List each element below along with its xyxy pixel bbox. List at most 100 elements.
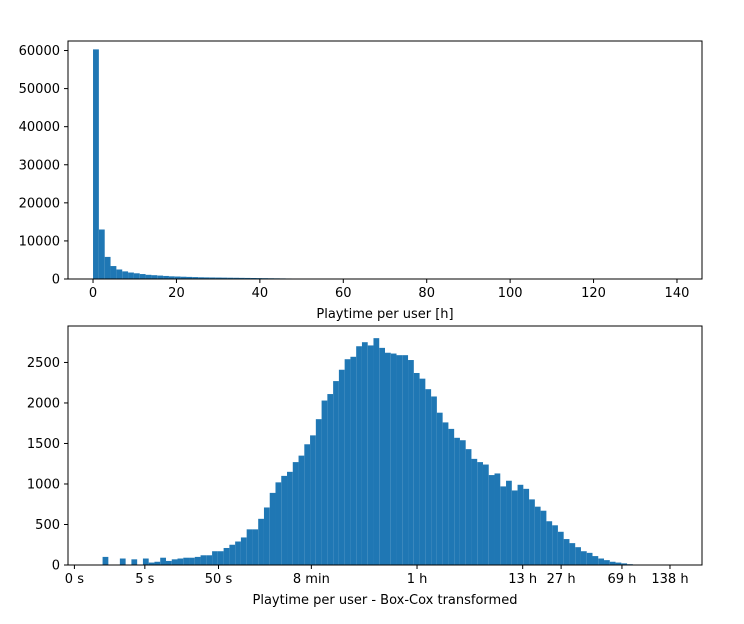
histogram-bar [604,560,610,565]
histogram-bar [586,552,593,565]
histogram-bar [227,277,234,279]
x-tick-label: 5 s [135,572,154,587]
histogram-bar [425,389,432,565]
bars [93,49,385,279]
x-tick-label: 0 s [65,572,84,587]
histogram-bar [223,547,230,565]
histogram-bar [198,277,204,279]
y-tick-label: 60000 [19,44,60,59]
x-axis-label: Playtime per user - Box-Cox transformed [253,593,518,608]
histogram-bar [482,464,489,565]
histogram-bar [203,277,210,279]
histogram-bar [183,557,190,565]
histogram-bar [160,557,166,565]
x-tick-label: 27 h [547,572,576,587]
histogram-bar [315,419,322,565]
histogram-bar [252,529,259,565]
histogram-bar [139,274,146,279]
histogram-bar [171,559,178,565]
histogram-bar [367,345,374,565]
histogram-bar [396,355,403,565]
histogram-bar [292,462,299,565]
histogram-bar [116,269,123,279]
histogram-bar [151,275,158,279]
histogram-bar [206,555,213,565]
histogram-bar [93,49,99,279]
histogram-bar [557,531,564,565]
histogram-bar [442,422,449,565]
histogram-bar [217,551,224,565]
histogram-bar [235,541,241,565]
x-tick-label: 50 s [205,572,233,587]
histogram-bar [200,555,207,565]
y-tick-label: 30000 [19,158,60,173]
histogram-bar [575,547,581,565]
histogram-bar [165,560,172,565]
histogram-bar [344,359,351,565]
x-tick-label: 69 h [607,572,636,587]
x-tick-label: 13 h [508,572,537,587]
axes-frame [67,40,703,280]
histogram-bar [580,551,587,565]
histogram-bar [186,276,193,279]
histogram-bar [488,475,495,565]
histogram-bar [298,455,305,565]
histogram-bar [592,556,599,565]
x-tick-label: 8 min [293,572,330,587]
histogram-bar [413,372,420,565]
axes-frame [67,325,703,566]
histogram-bar [534,506,541,565]
histogram-bar [98,229,105,279]
histogram-bar [540,510,547,565]
x-tick-label: 100 [498,286,523,301]
histogram-bar [529,499,535,565]
histogram-bar [609,561,616,565]
histogram-bar [431,396,437,565]
x-tick-label: 80 [418,286,435,301]
y-tick-label: 1500 [27,437,60,452]
histogram-bar [459,440,466,565]
histogram-bar [569,543,576,565]
histogram-bar [246,529,253,565]
histogram-bar [552,525,558,565]
histogram-bar [310,435,316,565]
y-tick-label: 2000 [27,396,60,411]
histogram-bar [373,338,380,565]
histogram-bar [563,539,570,565]
histogram-bar [239,277,245,279]
y-tick-label: 2500 [27,356,60,371]
histogram-bar [122,271,129,279]
histogram-bar [174,276,181,279]
histogram-bar [275,482,282,565]
histogram-bar [402,355,409,565]
y-tick-label: 50000 [19,82,60,97]
x-tick-label: 0 [89,286,97,301]
histogram-bar [379,347,385,565]
histogram-bar [133,273,140,279]
histogram-bar [436,412,443,565]
histogram-bar [229,544,236,565]
histogram-bar [192,277,199,279]
top-histogram-panel: 0 20 40 60 80 100 120 140 0 10000 20000 30000 40000 5… [19,40,703,322]
histogram-bar [333,381,339,565]
histogram-bar [506,480,512,565]
histogram-bar [385,352,391,565]
histogram-bar [168,276,175,279]
histogram-bar [157,275,164,279]
histogram-bar [471,458,478,565]
histogram-bar [419,378,426,565]
histogram-bar [221,277,228,279]
histogram-bar [615,562,622,565]
histogram-bar [523,488,530,565]
y-tick-label: 0 [52,559,60,574]
histogram-bar [361,342,368,565]
y-tick-label: 0 [52,273,60,288]
histogram-bar [321,400,328,565]
bars [102,338,685,565]
x-axis-label: Playtime per user [h] [316,307,453,322]
histogram-bar [180,276,187,279]
histogram-bar [350,356,357,565]
histogram-bar [212,551,218,565]
histogram-bar [145,274,152,279]
